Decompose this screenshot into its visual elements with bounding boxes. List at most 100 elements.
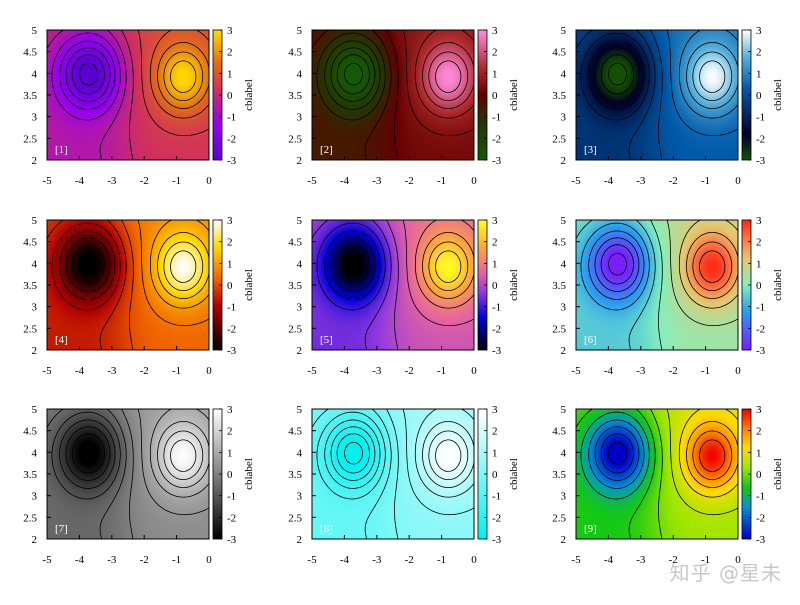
x-tick-label: -1: [701, 175, 710, 187]
colorbar-tick-label: -1: [756, 112, 765, 124]
colorbar-tick-label: -1: [756, 302, 765, 314]
y-tick-label: 4.5: [288, 237, 302, 249]
y-tick-label: 4.5: [552, 47, 566, 59]
panel-label: [1]: [55, 144, 68, 156]
colorbar-label: cblabel: [508, 79, 520, 111]
colorbar-tick-label: 2: [756, 47, 762, 59]
contour-level-0_5: [402, 408, 475, 516]
contour-level-0_5: [137, 219, 210, 327]
x-tick-label: -4: [604, 175, 614, 187]
x-tick-label: 0: [206, 554, 212, 566]
contour-level-neg2: [65, 426, 111, 481]
colorbar-label: cblabel: [772, 79, 784, 111]
contour-level-2: [163, 241, 204, 291]
colorbar-tick-label: -2: [492, 133, 501, 145]
colorbar-tick-label: 2: [227, 237, 233, 249]
y-tick-label: 4: [32, 68, 38, 80]
contour-level-neg0_5: [311, 29, 392, 161]
x-tick-label: -3: [107, 365, 117, 377]
x-tick-label: 0: [206, 175, 212, 187]
y-tick-label: 5: [297, 25, 303, 37]
y-tick-label: 4: [561, 447, 567, 459]
contour-level-2: [692, 430, 733, 480]
contour-level-1: [149, 29, 210, 119]
y-tick-label: 2: [561, 155, 567, 167]
contour-lines: [46, 408, 210, 540]
chart-panel-1: [1] -5 -4 -3 -2 -1 0 2 2.5 3 3.5 4 4.5 5 3 2 1 0 -1 -2 -3 cbl…: [23, 25, 255, 187]
colorbar-label: cblabel: [772, 458, 784, 490]
colorbar-tick-label: 3: [756, 215, 762, 227]
contour-level-neg2_5: [71, 54, 105, 95]
y-tick-label: 5: [561, 215, 567, 227]
panel-label: [8]: [320, 523, 333, 535]
chart-panel-7: [7] -5 -4 -3 -2 -1 0 2 2.5 3 3.5 4 4.5 5 3 2 1 0 -1 -2 -3 cbl…: [23, 404, 255, 566]
contour-level-neg1_5: [588, 40, 645, 110]
contour-level-neg0_5: [575, 408, 656, 540]
y-tick-label: 5: [561, 404, 567, 416]
contour-level-neg1: [51, 222, 121, 311]
contour-level-neg1_5: [324, 419, 381, 489]
y-tick-label: 5: [561, 25, 567, 37]
colorbar-tick-label: 0: [227, 90, 233, 102]
contour-level-1: [678, 408, 739, 498]
contour-level-neg3: [608, 441, 627, 465]
contour-level-neg0_5: [575, 29, 656, 161]
y-tick-label: 2: [297, 345, 303, 357]
colorbar-tick-label: -3: [756, 155, 766, 167]
y-tick-label: 4: [561, 68, 567, 80]
x-tick-label: -3: [372, 365, 382, 377]
x-tick-label: -1: [437, 365, 446, 377]
colorbar-tick-label: 0: [756, 469, 762, 481]
y-tick-label: 2.5: [288, 323, 302, 335]
contour-level-neg2: [594, 426, 640, 481]
contour-level-0: [121, 219, 134, 351]
contour-level-neg3: [344, 252, 363, 276]
y-tick-label: 2.5: [288, 133, 302, 145]
x-tick-label: -1: [172, 554, 181, 566]
contour-level-neg1: [580, 32, 650, 121]
contour-level-2_5: [435, 439, 462, 472]
x-tick-label: 0: [471, 554, 477, 566]
colorbar-tick-label: -3: [227, 534, 237, 546]
contour-level-neg1_5: [324, 40, 381, 110]
colorbar-tick-label: -3: [492, 534, 502, 546]
y-tick-label: 4.5: [552, 426, 566, 438]
colorbar-tick-label: -2: [227, 133, 236, 145]
y-tick-label: 2: [32, 534, 38, 546]
x-tick-label: -4: [340, 175, 350, 187]
contour-level-2_5: [170, 439, 197, 472]
x-tick-label: -2: [669, 365, 678, 377]
y-tick-label: 2.5: [552, 133, 566, 145]
colorbar-label: cblabel: [243, 269, 255, 301]
contour-level-neg3: [79, 441, 98, 465]
x-tick-label: -3: [636, 365, 646, 377]
contour-level-neg1: [51, 32, 121, 121]
colorbar-tick-label: -2: [227, 323, 236, 335]
colorbar-tick-label: 1: [756, 258, 762, 270]
x-tick-label: -5: [42, 365, 52, 377]
contour-level-neg1_5: [324, 230, 381, 300]
chart-panel-5: [5] -5 -4 -3 -2 -1 0 2 2.5 3 3.5 4 4.5 5 3 2 1 0 -1 -2 -3 cbl…: [288, 215, 520, 377]
colorbar-tick-label: -2: [492, 512, 501, 524]
contour-level-neg0_5: [311, 219, 392, 351]
colorbar-label: cblabel: [243, 458, 255, 490]
colorbar-tick-label: -1: [492, 112, 501, 124]
y-tick-label: 2.5: [552, 512, 566, 524]
contour-level-neg2_5: [336, 244, 370, 285]
contour-level-neg3: [608, 252, 627, 276]
y-tick-label: 3: [561, 491, 567, 503]
colorbar-label: cblabel: [508, 269, 520, 301]
contour-level-neg2: [330, 47, 376, 102]
colorbar-tick-label: 3: [756, 404, 762, 416]
contour-level-2_5: [699, 60, 726, 93]
y-tick-label: 5: [297, 404, 303, 416]
x-tick-label: 0: [735, 175, 741, 187]
y-tick-label: 3.5: [23, 469, 37, 481]
contour-level-neg1: [580, 411, 650, 500]
colorbar-tick-label: 2: [492, 426, 498, 438]
colorbar-tick-label: 1: [756, 447, 762, 459]
watermark: 知乎 @星未: [669, 561, 782, 585]
contour-level-1: [149, 408, 210, 498]
y-tick-label: 3.5: [23, 280, 37, 292]
